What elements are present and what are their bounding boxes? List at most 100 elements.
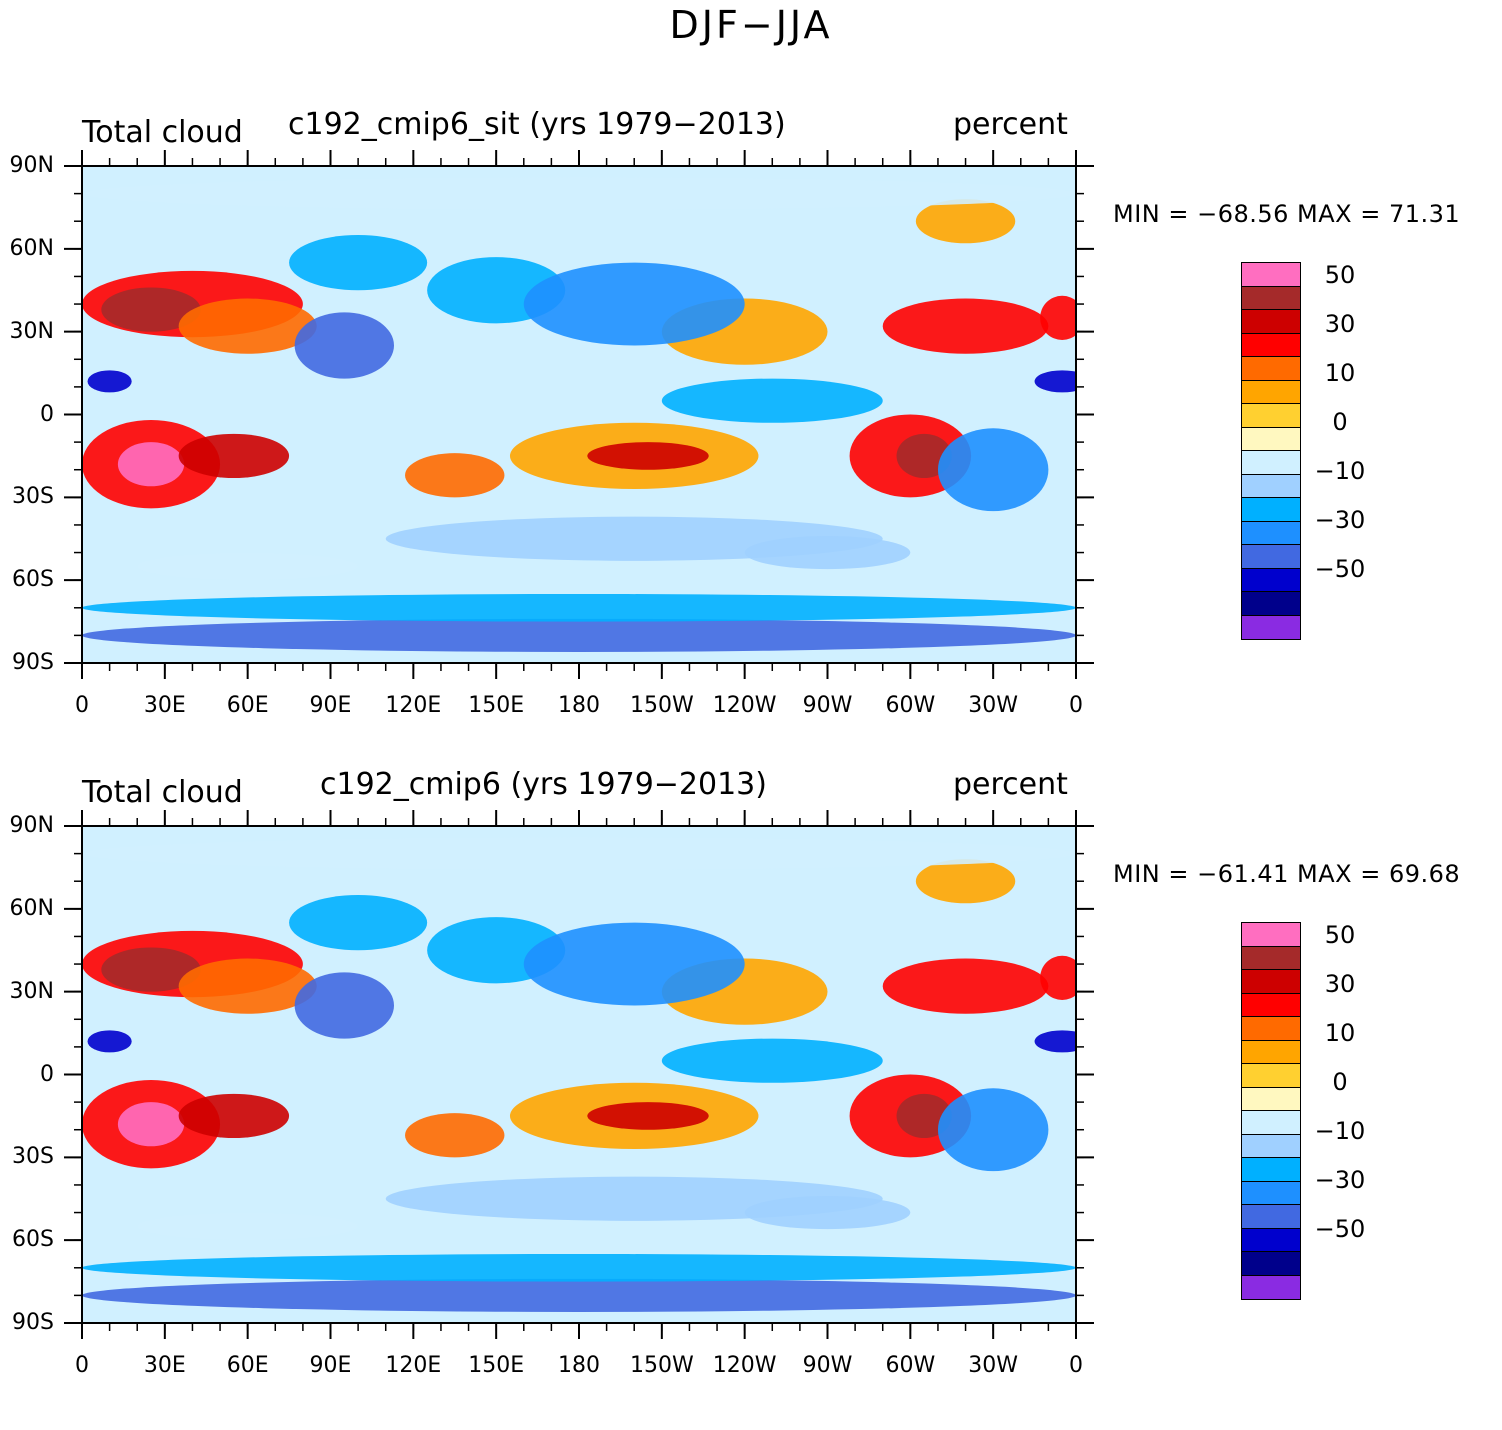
lon-label: 30E [143, 693, 186, 718]
anomaly-region [82, 837, 1076, 871]
colorbar [1241, 922, 1301, 1300]
colorbar-swatch [1242, 970, 1300, 994]
colorbar-swatch [1242, 1040, 1300, 1064]
colorbar-label: −50 [1314, 555, 1366, 583]
lon-label: 180 [558, 1353, 600, 1378]
anomaly-region [405, 453, 505, 498]
anomaly-region [82, 593, 1076, 622]
lon-label: 90W [802, 1353, 853, 1378]
panel-right-label: percent [953, 107, 1068, 142]
map-background [82, 166, 1076, 663]
lat-label: 60S [12, 567, 54, 593]
lon-label: 60E [226, 693, 269, 718]
lon-label: 30W [968, 1353, 1019, 1378]
lat-label: 30S [12, 484, 54, 510]
anomaly-region [87, 1030, 132, 1053]
lat-label: 60S [12, 1227, 54, 1253]
colorbar-swatch [1242, 1252, 1300, 1276]
anomaly-region [661, 1038, 883, 1083]
colorbar-swatch [1242, 1275, 1300, 1299]
anomaly-region [137, 1212, 359, 1241]
anomaly-region [744, 1195, 911, 1230]
colorbar-swatch [1242, 1134, 1300, 1158]
anomaly-region [896, 433, 952, 479]
colorbar-swatch [1242, 1228, 1300, 1252]
anomaly-region [661, 378, 883, 423]
lat-label: 90N [9, 153, 54, 178]
colorbar-swatch [1242, 333, 1300, 357]
anomaly-region [896, 1093, 952, 1139]
anomaly-region [1034, 370, 1076, 393]
map-plot [64, 150, 1094, 679]
lon-label: 60W [885, 1353, 936, 1378]
anomaly-region [882, 298, 1049, 354]
anomaly-region [101, 947, 201, 992]
anomaly-region [523, 922, 745, 1006]
colorbar-swatch [1242, 380, 1300, 404]
lon-label: 150W [629, 1353, 694, 1378]
colorbar-label: 30 [1324, 310, 1356, 338]
anomaly-region [289, 235, 428, 291]
colorbar-swatch [1242, 993, 1300, 1017]
anomaly-region [937, 1088, 1049, 1172]
anomaly-region [178, 1093, 290, 1139]
panel-center-label: c192_cmip6 (yrs 1979−2013) [320, 767, 767, 802]
lon-label: 150W [629, 693, 694, 718]
colorbar-label: −10 [1314, 457, 1366, 485]
colorbar-swatch [1242, 263, 1300, 287]
lat-label: 0 [40, 401, 54, 427]
colorbar-label: −50 [1314, 1215, 1366, 1243]
anomaly-region [937, 428, 1049, 512]
anomaly-region [915, 859, 1016, 904]
lon-label: 0 [1069, 1353, 1083, 1378]
colorbar-swatch [1242, 498, 1300, 522]
panel-right-label: percent [953, 767, 1068, 802]
anomaly-region [882, 958, 1049, 1014]
figure-title: DJF−JJA [669, 3, 833, 47]
lat-label: 60N [9, 235, 54, 261]
anomaly-region [405, 1113, 505, 1158]
anomaly-region [101, 287, 201, 332]
anomaly-region [587, 442, 709, 470]
lon-label: 60E [226, 1353, 269, 1378]
anomaly-region [117, 1102, 185, 1147]
panel-center-label: c192_cmip6_sit (yrs 1979−2013) [288, 107, 786, 142]
lon-label: 0 [1069, 693, 1083, 718]
colorbar-swatch [1242, 1017, 1300, 1041]
lat-label: 30S [12, 1144, 54, 1170]
lon-label: 60W [885, 693, 936, 718]
lon-label: 120E [385, 693, 442, 718]
colorbar-swatch [1242, 1158, 1300, 1182]
colorbar-label: 10 [1324, 1019, 1356, 1047]
lat-label: 0 [40, 1061, 54, 1087]
lon-label: 30E [143, 1353, 186, 1378]
anomaly-region [744, 535, 911, 570]
colorbar-label: −30 [1314, 1166, 1366, 1194]
colorbar-label: −30 [1314, 506, 1366, 534]
anomaly-region [1034, 1030, 1076, 1053]
map-background [82, 826, 1076, 1323]
lat-label: 90S [12, 1310, 54, 1335]
lon-label: 0 [75, 1353, 89, 1378]
anomaly-region [87, 370, 132, 393]
min-max-readout: MIN = −68.56 MAX = 71.31 [1113, 200, 1461, 228]
colorbar-label: −10 [1314, 1117, 1366, 1145]
anomaly-region [82, 618, 1076, 652]
colorbar-label: 0 [1332, 1068, 1348, 1096]
anomaly-region [523, 262, 745, 346]
colorbar-label: 10 [1324, 359, 1356, 387]
colorbar-swatch [1242, 545, 1300, 569]
colorbar-swatch [1242, 1205, 1300, 1229]
lat-label: 60N [9, 895, 54, 921]
colorbar-swatch [1242, 427, 1300, 451]
colorbar-swatch [1242, 310, 1300, 334]
colorbar [1241, 262, 1301, 640]
colorbar-swatch [1242, 1087, 1300, 1111]
colorbar-swatch [1242, 923, 1300, 947]
anomaly-region [1040, 955, 1076, 1000]
colorbar-swatch [1242, 615, 1300, 639]
lon-label: 150E [468, 693, 525, 718]
colorbar-label: 0 [1332, 408, 1348, 436]
map-plot [64, 810, 1094, 1339]
colorbar-swatch [1242, 357, 1300, 381]
